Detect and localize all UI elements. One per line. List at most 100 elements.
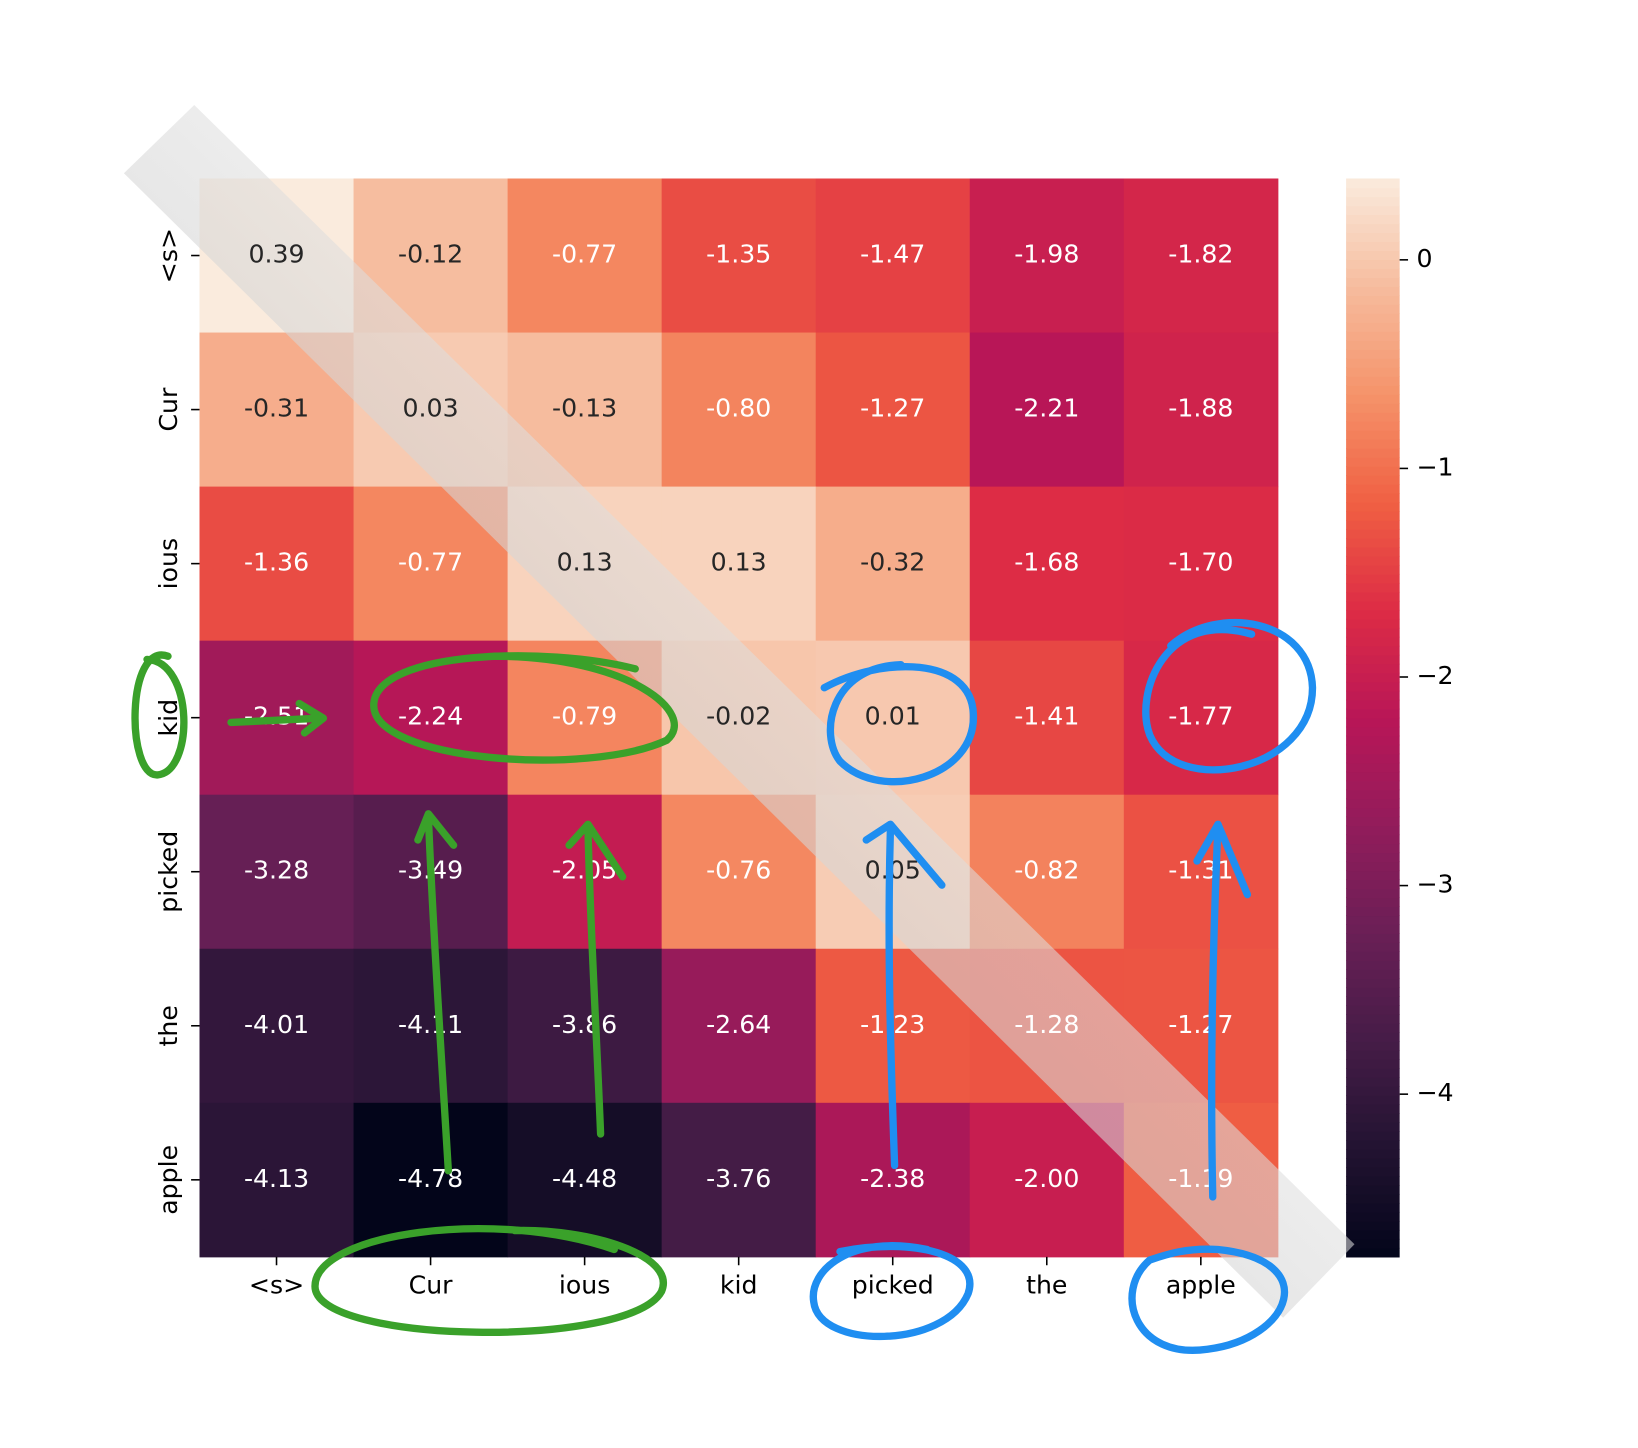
cell-label: -1.98 <box>1014 240 1079 269</box>
colorbar-segment <box>1346 502 1400 512</box>
colorbar-segment <box>1346 699 1400 710</box>
heatmap-cell <box>661 332 817 488</box>
annotation-arrow <box>1193 820 1252 1201</box>
colorbar-segment <box>1346 546 1400 557</box>
heatmap-cell <box>969 332 1125 488</box>
heatmap-cell <box>815 332 971 488</box>
colorbar-segment <box>1346 717 1400 728</box>
heatmap-cell <box>199 486 355 642</box>
colorbar-segment <box>1346 403 1400 413</box>
cell-label: -1.36 <box>244 548 309 577</box>
colorbar-segment <box>1346 996 1400 1006</box>
colorbar-segment <box>1346 834 1400 845</box>
colorbar-segment <box>1346 457 1400 467</box>
colorbar-segment <box>1346 870 1400 881</box>
colorbar-segment <box>1346 798 1400 809</box>
heatmap-cell <box>969 178 1125 334</box>
cell-label: -4.48 <box>552 1164 617 1193</box>
colorbar-segment <box>1346 609 1400 620</box>
cell-label: -4.11 <box>398 1010 463 1039</box>
cell-label: -0.77 <box>398 548 463 577</box>
colorbar-segment <box>1346 618 1400 629</box>
cell-label: -0.82 <box>1014 856 1079 885</box>
colorbar-segment <box>1346 1041 1400 1051</box>
colorbar-segment <box>1346 1032 1400 1042</box>
colorbar-segment <box>1346 421 1400 431</box>
colorbar-segment <box>1346 232 1400 243</box>
cell-label: -2.00 <box>1014 1164 1079 1193</box>
heatmap-cell <box>661 1102 817 1258</box>
cell-label: -0.13 <box>552 394 617 423</box>
colorbar-segment <box>1346 358 1400 368</box>
colorbar-segment <box>1346 591 1400 602</box>
colorbar-segment <box>1346 331 1400 341</box>
diagonal-highlight <box>123 104 1355 1318</box>
y-tick-label: ious <box>154 538 183 589</box>
cell-label: -1.27 <box>1168 1010 1233 1039</box>
x-tick-label: Cur <box>409 1270 454 1299</box>
chart-body: 0.39 -0.12 -0.77 -1.35 -1.47 -1.98 -1.82 -0.31 0… <box>123 104 1454 1355</box>
colorbar-segment <box>1346 178 1400 189</box>
colorbar-tick-label: −3 <box>1416 870 1453 899</box>
colorbar-segment <box>1346 286 1400 296</box>
colorbar-segment <box>1346 735 1400 746</box>
colorbar-segment <box>1346 969 1400 979</box>
cell-label: -0.77 <box>552 240 617 269</box>
colorbar-segment <box>1346 825 1400 836</box>
colorbar-segment <box>1346 313 1400 323</box>
cell-label: -3.76 <box>706 1164 771 1193</box>
x-tick-label: apple <box>1166 1270 1236 1299</box>
cell-label: -0.32 <box>860 548 925 577</box>
x-tick-label: kid <box>720 1270 758 1299</box>
x-tick-label: picked <box>852 1270 934 1299</box>
cell-label: -1.77 <box>1168 702 1233 731</box>
colorbar-segment <box>1346 987 1400 997</box>
colorbar-segment <box>1346 1131 1400 1141</box>
colorbar-segment <box>1346 1238 1400 1249</box>
colorbar-segment <box>1346 304 1400 314</box>
colorbar-segment <box>1346 250 1400 261</box>
annotation-circle <box>311 1225 667 1336</box>
colorbar-segment <box>1346 1077 1400 1087</box>
cell-label: -1.88 <box>1168 394 1233 423</box>
colorbar-segment <box>1346 214 1400 225</box>
cell-label: -1.19 <box>1168 1164 1233 1193</box>
colorbar-segment <box>1346 960 1400 970</box>
cell-label: -1.47 <box>860 240 925 269</box>
colorbar-segment <box>1346 1005 1400 1015</box>
cell-label: -4.78 <box>398 1164 463 1193</box>
colorbar-segment <box>1346 268 1400 278</box>
colorbar-segment <box>1346 537 1400 548</box>
cell-label: 0.01 <box>865 702 921 731</box>
colorbar-segment <box>1346 1202 1400 1213</box>
colorbar-segment <box>1346 789 1400 800</box>
colorbar-segment <box>1346 519 1400 530</box>
y-tick-label: apple <box>154 1145 183 1215</box>
x-tick-label: ious <box>559 1270 610 1299</box>
colorbar-segment <box>1346 816 1400 827</box>
colorbar-segment <box>1346 654 1400 665</box>
colorbar-segment <box>1346 223 1400 234</box>
colorbar-segment <box>1346 942 1400 952</box>
colorbar-segment <box>1346 475 1400 485</box>
annotation-circle <box>1142 618 1317 774</box>
annotation-circle <box>1128 1245 1288 1355</box>
heatmap-cell <box>507 948 663 1104</box>
colorbar-segment <box>1346 430 1400 440</box>
heatmap-cell <box>969 640 1125 796</box>
annotation-arrow <box>414 810 458 1175</box>
colorbar-segment <box>1346 493 1400 503</box>
colorbar-segment <box>1346 915 1400 925</box>
colorbar-segment <box>1346 933 1400 943</box>
heatmap-cell <box>661 178 817 334</box>
colorbar-segment <box>1346 645 1400 656</box>
colorbar-segment <box>1346 187 1400 198</box>
colorbar-segment <box>1346 1023 1400 1033</box>
colorbar-segment <box>1346 385 1400 395</box>
annotation-arrow <box>862 820 946 1170</box>
cell-label: -2.64 <box>706 1010 771 1039</box>
heatmap-cell <box>815 486 971 642</box>
colorbar-segment <box>1346 744 1400 755</box>
colorbar-segment <box>1346 196 1400 207</box>
heatmap-cell <box>507 794 663 950</box>
